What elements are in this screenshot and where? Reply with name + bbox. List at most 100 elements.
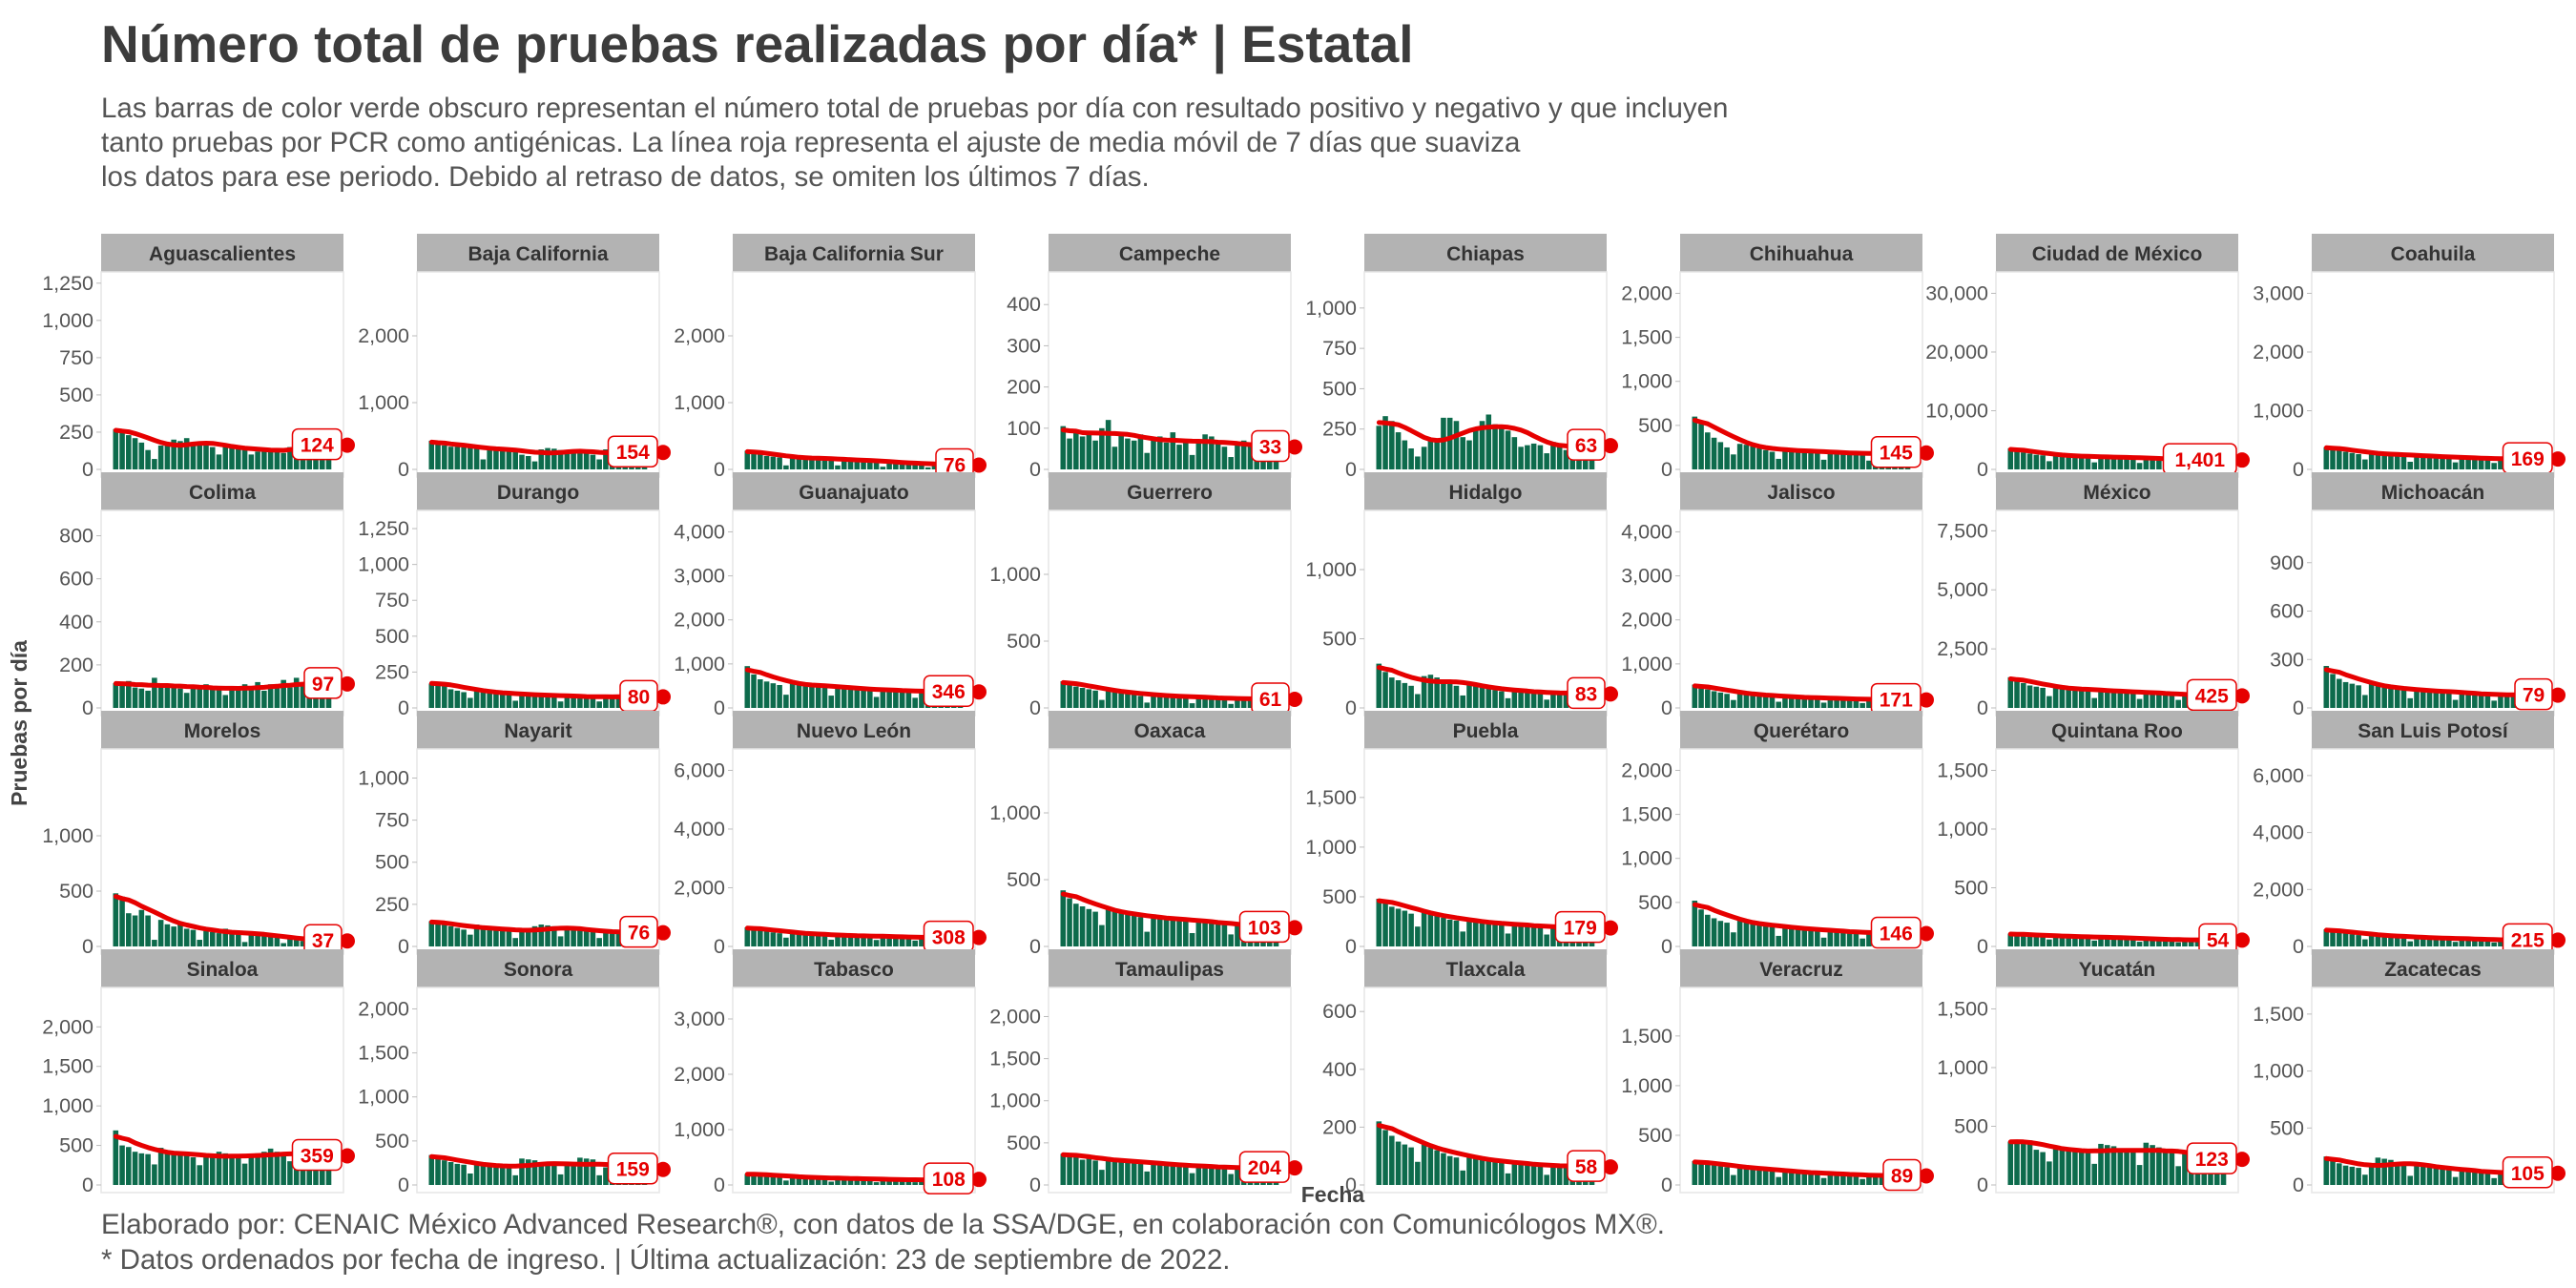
last-value-label: 145 bbox=[1880, 443, 1913, 465]
bar bbox=[2162, 1150, 2169, 1185]
y-tick-label: 750 bbox=[375, 589, 409, 612]
bar bbox=[1801, 1172, 1808, 1185]
bar bbox=[2052, 1146, 2059, 1185]
bar bbox=[2162, 693, 2169, 708]
facet-strip bbox=[1049, 472, 1291, 510]
panel-border bbox=[732, 271, 976, 478]
bar bbox=[1705, 689, 1711, 708]
bar bbox=[428, 683, 435, 708]
bar bbox=[531, 461, 538, 469]
bar bbox=[751, 928, 757, 946]
bar bbox=[1840, 930, 1846, 946]
y-tick-label: 0 bbox=[82, 696, 93, 719]
last-value-box bbox=[2514, 677, 2553, 711]
bar bbox=[1698, 909, 1704, 946]
bar bbox=[2046, 1161, 2052, 1185]
bar bbox=[2130, 939, 2136, 946]
last-value-box bbox=[1870, 916, 1922, 949]
facet-panel: Chiapas 0 250 500 750 1,000 63 bbox=[1305, 234, 1618, 481]
bar bbox=[758, 679, 763, 708]
y-tick-label: 2,000 bbox=[358, 324, 409, 347]
bar bbox=[763, 681, 770, 708]
bar bbox=[1427, 675, 1434, 708]
bar bbox=[828, 1181, 835, 1185]
bar bbox=[480, 1163, 487, 1185]
bar bbox=[1156, 1163, 1163, 1185]
bar bbox=[1472, 920, 1479, 946]
bar bbox=[744, 450, 751, 469]
bar bbox=[280, 943, 286, 946]
bar bbox=[886, 936, 892, 946]
bar bbox=[2091, 1163, 2098, 1185]
last-value-box bbox=[1554, 910, 1606, 944]
bar bbox=[1209, 436, 1215, 469]
bar bbox=[255, 681, 260, 708]
bar bbox=[905, 1179, 912, 1185]
bar bbox=[1163, 442, 1170, 469]
bar bbox=[583, 696, 590, 708]
moving-average-line bbox=[2323, 667, 2543, 698]
bar bbox=[1866, 460, 1872, 469]
facet-panel: Aguascalientes 0 250 500 750 1,000 1,250 124 bbox=[42, 234, 355, 481]
bar bbox=[177, 688, 183, 708]
bar bbox=[428, 1154, 435, 1185]
y-tick-label: 500 bbox=[1638, 414, 1672, 437]
bar bbox=[1511, 923, 1518, 946]
bar bbox=[2104, 690, 2110, 708]
bar bbox=[2349, 1166, 2356, 1185]
bar bbox=[2169, 694, 2175, 708]
bar bbox=[325, 690, 332, 708]
facet-label: Guanajuato bbox=[799, 482, 909, 504]
bar bbox=[2368, 934, 2375, 946]
y-tick-label: 500 bbox=[1007, 868, 1041, 891]
bar bbox=[1376, 426, 1382, 469]
bar bbox=[1505, 430, 1511, 469]
bar bbox=[590, 696, 596, 708]
bar bbox=[873, 940, 880, 946]
bar bbox=[2323, 1156, 2330, 1185]
bar bbox=[2085, 690, 2091, 708]
bar bbox=[145, 1153, 151, 1185]
last-value-box bbox=[303, 667, 343, 699]
facet-strip bbox=[1680, 711, 1922, 749]
last-value-label: 204 bbox=[1248, 1157, 1281, 1179]
bar bbox=[603, 930, 609, 946]
bar bbox=[2407, 462, 2414, 469]
bar bbox=[493, 929, 499, 946]
bar bbox=[2098, 689, 2104, 708]
y-tick-label: 0 bbox=[1029, 458, 1041, 481]
y-tick-label: 1,500 bbox=[358, 1042, 409, 1065]
end-point bbox=[2234, 1152, 2250, 1168]
bar bbox=[2040, 1152, 2046, 1185]
bar bbox=[2426, 937, 2433, 946]
bar bbox=[1492, 1161, 1498, 1185]
facet-panels: Aguascalientes 0 250 500 750 1,000 1,250 124 Baj… bbox=[42, 234, 2566, 1196]
bar bbox=[2072, 688, 2078, 708]
bar bbox=[1776, 458, 1782, 469]
bar bbox=[274, 1152, 280, 1185]
bar bbox=[1079, 906, 1086, 946]
bar bbox=[1731, 932, 1736, 946]
facet-strip bbox=[417, 711, 659, 749]
bar bbox=[2136, 1165, 2143, 1185]
bar bbox=[2342, 1165, 2349, 1185]
bar bbox=[2072, 1150, 2078, 1185]
facet-panel: Hidalgo 0 500 1,000 83 bbox=[1305, 472, 1618, 719]
bar bbox=[1395, 432, 1402, 469]
y-tick-label: 200 bbox=[1322, 1115, 1357, 1138]
panel-border bbox=[1048, 987, 1292, 1194]
bar bbox=[2375, 685, 2381, 708]
y-tick-label: 10,000 bbox=[1925, 399, 1988, 422]
bar bbox=[499, 693, 506, 708]
bar bbox=[1228, 457, 1234, 469]
y-tick-label: 4,000 bbox=[2253, 821, 2304, 844]
bar bbox=[267, 684, 274, 708]
facet-strip bbox=[417, 472, 659, 510]
bar bbox=[1530, 692, 1537, 708]
chart-subtitle: Las barras de color verde obscuro repres… bbox=[101, 92, 1962, 195]
bar bbox=[280, 1154, 286, 1185]
y-tick-label: 1,250 bbox=[358, 517, 409, 540]
moving-average-line bbox=[1376, 1123, 1595, 1170]
y-tick-label: 4,000 bbox=[674, 818, 725, 841]
bar bbox=[1866, 932, 1872, 946]
